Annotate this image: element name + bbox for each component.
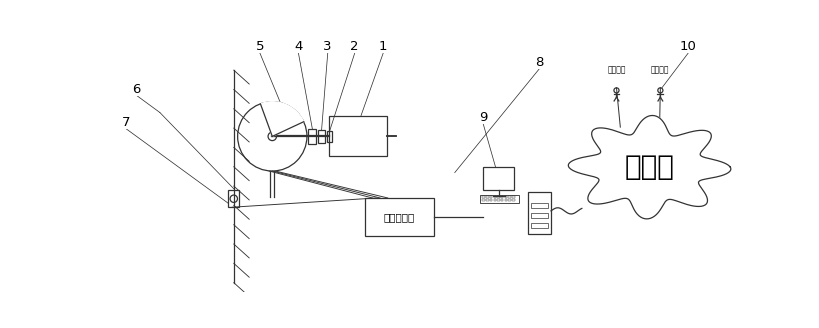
Bar — [528, 192, 551, 234]
Bar — [364, 198, 434, 236]
Bar — [229, 190, 239, 207]
Bar — [480, 195, 518, 203]
Text: 互联网: 互联网 — [625, 153, 675, 181]
Bar — [509, 196, 511, 198]
Bar — [490, 199, 492, 201]
Bar — [309, 129, 316, 144]
Bar — [512, 196, 514, 198]
Text: 5: 5 — [256, 40, 265, 53]
Bar — [329, 115, 387, 155]
Bar — [483, 167, 514, 190]
Bar — [505, 196, 507, 198]
Bar — [512, 199, 514, 201]
Text: 2: 2 — [351, 40, 359, 53]
Text: 数据采集卡: 数据采集卡 — [384, 212, 415, 222]
Polygon shape — [568, 115, 731, 219]
Bar — [505, 199, 507, 201]
Bar — [501, 196, 504, 198]
Bar — [494, 196, 496, 198]
Bar — [531, 213, 548, 218]
Bar — [497, 199, 500, 201]
Bar — [490, 196, 492, 198]
Text: 6: 6 — [133, 83, 141, 95]
Text: 远程用户: 远程用户 — [651, 65, 670, 74]
Bar — [501, 199, 504, 201]
Text: 8: 8 — [536, 56, 544, 69]
Polygon shape — [260, 102, 304, 136]
Text: 4: 4 — [294, 40, 303, 53]
Bar — [486, 196, 489, 198]
Text: 3: 3 — [324, 40, 332, 53]
Bar — [531, 223, 548, 228]
Bar — [327, 131, 333, 142]
Bar — [497, 196, 500, 198]
Text: 9: 9 — [479, 111, 487, 124]
Text: 远程用户: 远程用户 — [607, 65, 626, 74]
Text: 10: 10 — [680, 40, 696, 53]
Bar — [319, 130, 324, 143]
Text: 7: 7 — [122, 116, 130, 129]
Bar — [509, 199, 511, 201]
Bar — [482, 196, 485, 198]
Bar — [486, 199, 489, 201]
Text: 1: 1 — [379, 40, 387, 53]
Bar — [531, 203, 548, 208]
Bar — [494, 199, 496, 201]
Bar — [482, 199, 485, 201]
